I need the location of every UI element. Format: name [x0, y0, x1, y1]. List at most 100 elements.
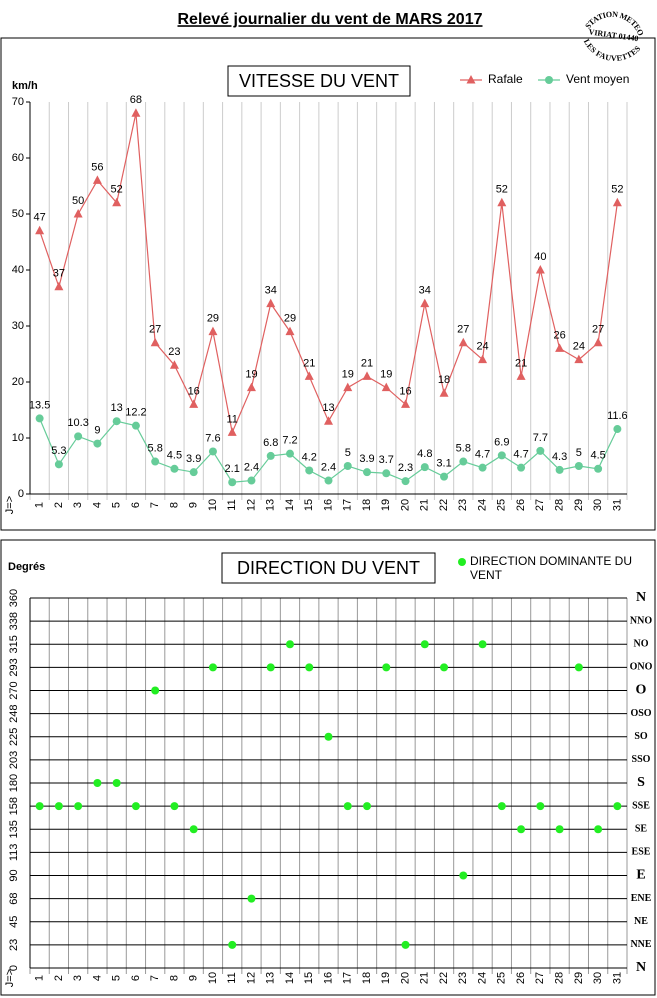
x-tick-label: 25 [496, 499, 508, 511]
marker [363, 468, 372, 477]
marker [35, 414, 44, 423]
marker [459, 457, 468, 466]
x-tick-label: 8 [168, 502, 180, 508]
marker [285, 640, 294, 649]
page-title: Relevé journalier du vent de MARS 2017 [178, 11, 483, 28]
data-label: 29 [284, 313, 296, 325]
marker [227, 427, 237, 436]
x-tick-label: 13 [265, 972, 277, 984]
x-tick-label: 17 [342, 499, 354, 511]
chart: DIRECTION DU VENTDegrés02345689011313515… [4, 552, 653, 987]
legend-marker [466, 75, 476, 84]
marker [497, 802, 506, 811]
y-tick-label: 113 [8, 844, 20, 862]
marker [612, 197, 622, 207]
x-tick-label: 8 [168, 975, 180, 981]
marker [574, 462, 583, 470]
x-tick-label: 9 [188, 502, 200, 508]
marker [517, 825, 526, 834]
data-label: 7.7 [533, 432, 548, 444]
y2-tick-label: SE [635, 824, 648, 835]
chart-frame [0, 539, 656, 996]
marker [112, 417, 121, 426]
data-label: 9 [94, 425, 100, 437]
data-label: 12.2 [125, 407, 146, 419]
marker [189, 825, 198, 834]
data-label: 5.8 [456, 442, 471, 454]
data-label: 7.2 [282, 435, 297, 447]
legend-marker [545, 76, 553, 84]
marker [594, 825, 603, 834]
x-tick-label: 4 [91, 502, 103, 508]
data-label: 11.6 [607, 410, 628, 422]
marker [458, 337, 468, 347]
y-tick-label: 203 [8, 751, 20, 769]
marker [382, 469, 391, 478]
x-tick-label: 27 [534, 499, 546, 511]
x-tick-label: 24 [476, 499, 488, 511]
data-label: 34 [419, 285, 431, 297]
data-label: 13 [322, 402, 334, 414]
x-tick-label: 16 [322, 972, 334, 984]
x-tick-label: 26 [515, 972, 527, 984]
y-tick-label: 315 [8, 635, 20, 653]
y2-tick-label: NNO [630, 615, 652, 626]
marker [208, 326, 218, 336]
marker [246, 382, 256, 392]
marker [93, 439, 102, 448]
marker [305, 466, 314, 475]
marker [189, 399, 199, 408]
data-label: 29 [207, 313, 219, 325]
marker [285, 449, 294, 458]
marker [497, 451, 506, 460]
data-label: 27 [457, 324, 469, 336]
x-tick-label: 16 [322, 499, 334, 511]
y-tick-label: 135 [8, 820, 20, 838]
marker [555, 465, 564, 474]
data-label: 7.6 [205, 432, 220, 444]
marker [35, 225, 45, 235]
x-tick-label: 7 [149, 975, 161, 981]
data-label: 2.3 [398, 462, 413, 474]
marker [555, 343, 565, 352]
data-label: 68 [130, 94, 142, 106]
x-tick-label: 21 [419, 972, 431, 984]
x-tick-label: 23 [457, 499, 469, 511]
data-label: 5 [576, 447, 582, 459]
y-tick-label: 68 [8, 893, 20, 905]
data-label: 19 [342, 369, 354, 381]
marker [594, 464, 603, 473]
data-label: 5.8 [148, 442, 163, 454]
marker [536, 446, 545, 455]
x-tick-label: 12 [245, 499, 257, 511]
marker [247, 476, 256, 485]
y2-tick-label: O [636, 683, 647, 698]
legend-label: Rafale [488, 72, 523, 86]
marker [73, 209, 83, 218]
marker [170, 464, 179, 473]
y-tick-label: 338 [8, 612, 20, 630]
marker [343, 802, 352, 811]
y-tick-label: 50 [12, 208, 24, 220]
data-label: 56 [91, 161, 103, 173]
x-tick-label: 29 [573, 499, 585, 511]
x-tick-label: 7 [149, 502, 161, 508]
x-tick-label: 15 [303, 499, 315, 511]
marker [150, 337, 160, 347]
marker [362, 371, 372, 380]
x-tick-label: 31 [611, 972, 623, 984]
x-tick-label: 31 [611, 499, 623, 511]
x-tick-label: 3 [72, 502, 84, 508]
marker [459, 871, 468, 880]
data-label: 52 [111, 184, 123, 196]
chart-title-box [227, 65, 411, 97]
y-tick-label: 60 [12, 152, 24, 164]
marker [440, 663, 449, 672]
marker [497, 197, 507, 207]
data-label: 10.3 [67, 417, 88, 429]
y2-tick-label: S [637, 775, 645, 790]
marker [170, 802, 179, 811]
y-tick-label: 248 [8, 704, 20, 722]
data-label: 3.1 [436, 458, 451, 470]
